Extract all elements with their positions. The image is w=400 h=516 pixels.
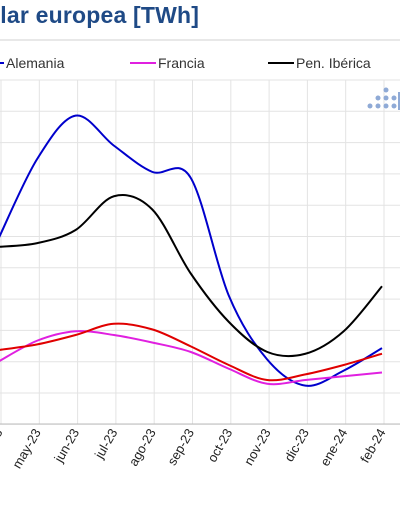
brand-logo-icon [367, 87, 400, 110]
x-tick-label: abr-23 [0, 426, 6, 466]
x-tick-label: jul-23 [91, 426, 120, 462]
legend: Alemania Francia Pen. Ibérica [0, 55, 371, 71]
x-tick-label: may-23 [9, 426, 44, 471]
x-tick-label: ago-23 [126, 426, 159, 469]
x-tick-label: sep-23 [164, 426, 197, 468]
x-tick-label: oct-23 [204, 426, 235, 465]
series-lines [0, 114, 383, 387]
legend-label: Francia [158, 55, 205, 71]
x-tick-label: nov-23 [241, 426, 274, 468]
grid [0, 79, 400, 425]
x-axis-ticks: abr-23 may-23 jun-23 jul-23 ago-23 sep-23 oct-… [0, 426, 389, 471]
x-tick-label: ene-24 [317, 426, 350, 469]
series-line-pen-ib-rica [0, 194, 383, 358]
chart-title: olar europea [TWh] [0, 2, 200, 28]
legend-label: Pen. Ibérica [296, 55, 371, 71]
x-tick-label: feb-24 [357, 426, 388, 465]
series-line-alemania [0, 114, 383, 387]
x-tick-label: jun-23 [51, 426, 83, 466]
x-tick-label: dic-23 [281, 426, 312, 464]
legend-label: Alemania [6, 55, 65, 71]
